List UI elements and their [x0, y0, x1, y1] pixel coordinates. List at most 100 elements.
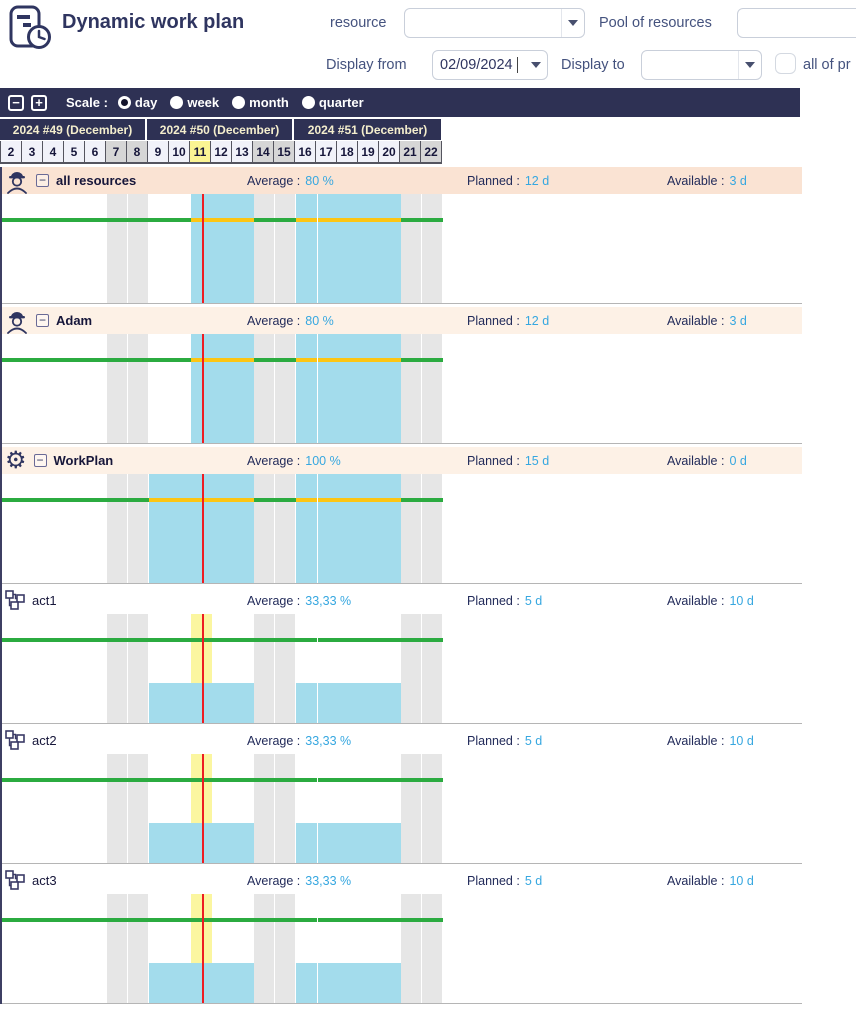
available-value: 10 d — [729, 593, 754, 608]
chevron-down-icon[interactable] — [738, 51, 761, 79]
day-header-cell: 7 — [106, 141, 127, 162]
weekend-column — [254, 474, 274, 583]
available-value: 10 d — [729, 733, 754, 748]
scale-option-label: month — [249, 95, 289, 110]
weekend-column — [401, 194, 421, 303]
scale-option-quarter[interactable]: quarter — [301, 95, 364, 110]
scale-option-label: day — [134, 95, 158, 110]
display-from-date-select[interactable]: 02/09/2024 — [432, 50, 548, 80]
day-header-cell: 13 — [232, 141, 253, 162]
weekend-column — [401, 614, 421, 723]
weekend-column — [401, 894, 421, 1003]
workload-bar — [149, 823, 254, 863]
workload-bar — [296, 474, 401, 583]
weekend-column — [128, 894, 148, 1003]
collapse-button[interactable]: − — [36, 314, 49, 327]
overload-line-segment — [296, 218, 401, 222]
day-header-cell-today: 11 — [190, 141, 211, 162]
display-from-label: Display from — [326, 57, 407, 73]
row-chart-adam — [2, 334, 802, 443]
average-stat: Average : 100 % — [247, 447, 341, 474]
available-stat: Available : 10 d — [667, 587, 754, 614]
row-block-act2: act2 Average : 33,33 % Planned : 5 d Availabl… — [2, 727, 802, 864]
weekend-column — [254, 894, 274, 1003]
scale-option-day[interactable]: day — [117, 95, 158, 110]
week-header-row: 2024 #49 (December) 2024 #50 (December) 20… — [0, 119, 441, 140]
workload-bar — [149, 963, 254, 1003]
weekend-column — [107, 614, 127, 723]
scale-option-week[interactable]: week — [170, 95, 219, 110]
weekend-column — [422, 194, 442, 303]
column-divider — [317, 194, 318, 303]
weekend-column — [275, 334, 295, 443]
workload-bar — [191, 334, 254, 443]
scale-option-label: week — [187, 95, 220, 110]
collapse-button[interactable]: − — [33, 454, 47, 467]
radio-unselected-icon[interactable] — [232, 96, 246, 109]
planned-label: Planned : — [467, 173, 520, 188]
scale-option-month[interactable]: month — [232, 95, 289, 110]
row-block-adam: − Adam Average : 80 % Planned : 12 d Available… — [2, 307, 802, 444]
day-header-cell: 19 — [358, 141, 379, 162]
display-to-date-select[interactable] — [641, 50, 762, 80]
workload-bar — [296, 194, 401, 303]
weekend-column — [254, 334, 274, 443]
day-header-cell: 5 — [64, 141, 85, 162]
planned-stat: Planned : 5 d — [467, 587, 542, 614]
average-value: 33,33 % — [305, 733, 352, 748]
chevron-down-icon[interactable] — [525, 51, 547, 79]
average-label: Average : — [247, 313, 301, 328]
day-header-cell: 3 — [22, 141, 43, 162]
today-line — [202, 754, 204, 863]
day-header-cell: 18 — [337, 141, 358, 162]
weekend-column — [254, 754, 274, 863]
available-value: 0 d — [729, 453, 747, 468]
available-value: 3 d — [729, 313, 747, 328]
resource-select[interactable] — [404, 8, 585, 38]
chevron-down-icon[interactable] — [561, 9, 584, 37]
radio-unselected-icon[interactable] — [301, 96, 315, 109]
calendar-header: 2024 #49 (December) 2024 #50 (December) 20… — [0, 119, 856, 164]
average-stat: Average : 80 % — [247, 167, 334, 194]
radio-unselected-icon[interactable] — [170, 96, 184, 109]
page-title: Dynamic work plan — [62, 11, 245, 33]
available-stat: Available : 3 d — [667, 307, 747, 334]
row-header-workplan: ⚙ − WorkPlan Average : 100 % Planned : 15 d Ava… — [2, 447, 802, 474]
weekend-column — [275, 474, 295, 583]
all-projects-checkbox[interactable] — [775, 53, 796, 74]
display-from-date-value: 02/09/2024 — [440, 57, 513, 73]
available-stat: Available : 10 d — [667, 727, 754, 754]
row-chart-all-resources — [2, 194, 802, 303]
weekend-column — [254, 614, 274, 723]
collapse-button[interactable]: − — [36, 174, 49, 187]
row-chart-workplan — [2, 474, 802, 583]
scale-option-label: quarter — [318, 95, 364, 110]
planned-stat: Planned : 5 d — [467, 727, 542, 754]
weekend-column — [128, 474, 148, 583]
row-block-act3: act3 Average : 33,33 % Planned : 5 d Availabl… — [2, 867, 802, 1004]
zoom-in-button[interactable]: + — [31, 94, 47, 111]
week-header-cell: 2024 #51 (December) — [294, 119, 441, 140]
weekend-column — [128, 614, 148, 723]
row-name: WorkPlan — [53, 453, 114, 468]
today-column-highlight — [191, 754, 212, 823]
average-value: 33,33 % — [305, 593, 352, 608]
zoom-out-button[interactable]: − — [8, 94, 24, 111]
all-projects-label: all of pr — [803, 57, 851, 73]
today-column-highlight — [191, 894, 212, 963]
weekend-column — [275, 194, 295, 303]
planned-stat: Planned : 5 d — [467, 867, 542, 894]
workload-bar — [149, 474, 254, 583]
weekend-column — [107, 894, 127, 1003]
pool-of-resources-input[interactable] — [737, 8, 856, 38]
workload-bar — [191, 194, 254, 303]
week-header-cell: 2024 #49 (December) — [0, 119, 147, 140]
planned-label: Planned : — [467, 873, 520, 888]
app-header: Dynamic work plan resource Pool of resou… — [0, 0, 856, 88]
weekend-column — [275, 894, 295, 1003]
day-header-cell: 14 — [253, 141, 274, 162]
weekend-column — [401, 754, 421, 863]
planned-label: Planned : — [467, 453, 520, 468]
radio-selected-icon[interactable] — [117, 96, 131, 109]
scale-label: Scale : — [66, 95, 108, 110]
